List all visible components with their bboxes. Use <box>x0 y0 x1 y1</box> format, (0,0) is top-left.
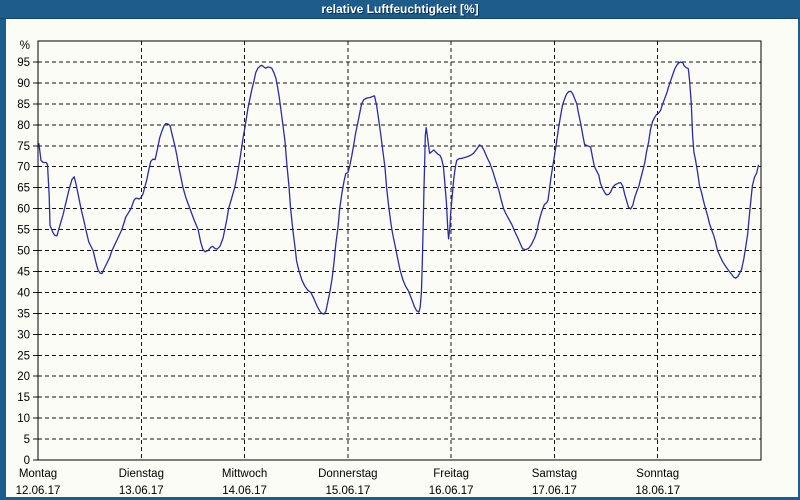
date-label: 16.06.17 <box>429 485 474 497</box>
svg-text:35: 35 <box>17 308 30 320</box>
svg-text:45: 45 <box>17 266 30 278</box>
svg-text:65: 65 <box>17 183 30 195</box>
humidity-series-line <box>38 61 760 315</box>
svg-text:80: 80 <box>17 120 30 132</box>
weekday-label: Dienstag <box>119 468 164 480</box>
svg-text:50: 50 <box>17 246 30 258</box>
svg-text:25: 25 <box>17 350 30 362</box>
svg-text:95: 95 <box>17 57 30 69</box>
weekday-label: Mittwoch <box>222 468 267 480</box>
svg-text:90: 90 <box>17 78 30 90</box>
date-label: 18.06.17 <box>635 485 680 497</box>
date-label: 13.06.17 <box>119 485 164 497</box>
date-label: 14.06.17 <box>222 485 267 497</box>
weekday-label: Montag <box>19 468 57 480</box>
svg-text:0: 0 <box>24 455 30 467</box>
svg-text:75: 75 <box>17 141 30 153</box>
svg-text:85: 85 <box>17 99 30 111</box>
svg-text:40: 40 <box>17 287 30 299</box>
svg-text:20: 20 <box>17 371 30 383</box>
svg-text:5: 5 <box>24 434 30 446</box>
svg-text:30: 30 <box>17 329 30 341</box>
svg-text:15: 15 <box>17 392 30 404</box>
date-label: 17.06.17 <box>532 485 577 497</box>
svg-text:60: 60 <box>17 204 30 216</box>
plot-border <box>37 40 762 461</box>
x-axis-labels: Montag 12.06.17 Dienstag 13.06.17 Mittwoch 14… <box>16 468 680 497</box>
svg-text:70: 70 <box>17 162 30 174</box>
weekday-label: Freitag <box>433 468 469 480</box>
weekday-label: Sonntag <box>636 468 679 480</box>
y-gridlines <box>38 61 761 440</box>
date-label: 12.06.17 <box>16 485 61 497</box>
y-axis-labels: 0 5 10 15 20 25 30 35 40 45 50 55 60 65 70 75 80 85 90 95 <box>17 57 30 467</box>
y-axis-unit-label: % <box>20 40 30 52</box>
svg-text:10: 10 <box>17 413 30 425</box>
humidity-line-chart: 0 5 10 15 20 25 30 35 40 45 50 55 60 65 70 75 80 85 90 95% M… <box>16 40 762 497</box>
date-label: 15.06.17 <box>325 485 370 497</box>
window-title: relative Luftfeuchtigkeit [%] <box>321 2 479 16</box>
title-bar: relative Luftfeuchtigkeit [%] <box>0 0 800 19</box>
y-axis-ticks <box>33 61 38 461</box>
weekday-label: Donnerstag <box>318 468 377 480</box>
weekday-label: Samstag <box>532 468 577 480</box>
svg-text:55: 55 <box>17 225 30 237</box>
plot-area: 0 5 10 15 20 25 30 35 40 45 50 55 60 65 70 75 80 85 90 95% M… <box>6 19 798 497</box>
